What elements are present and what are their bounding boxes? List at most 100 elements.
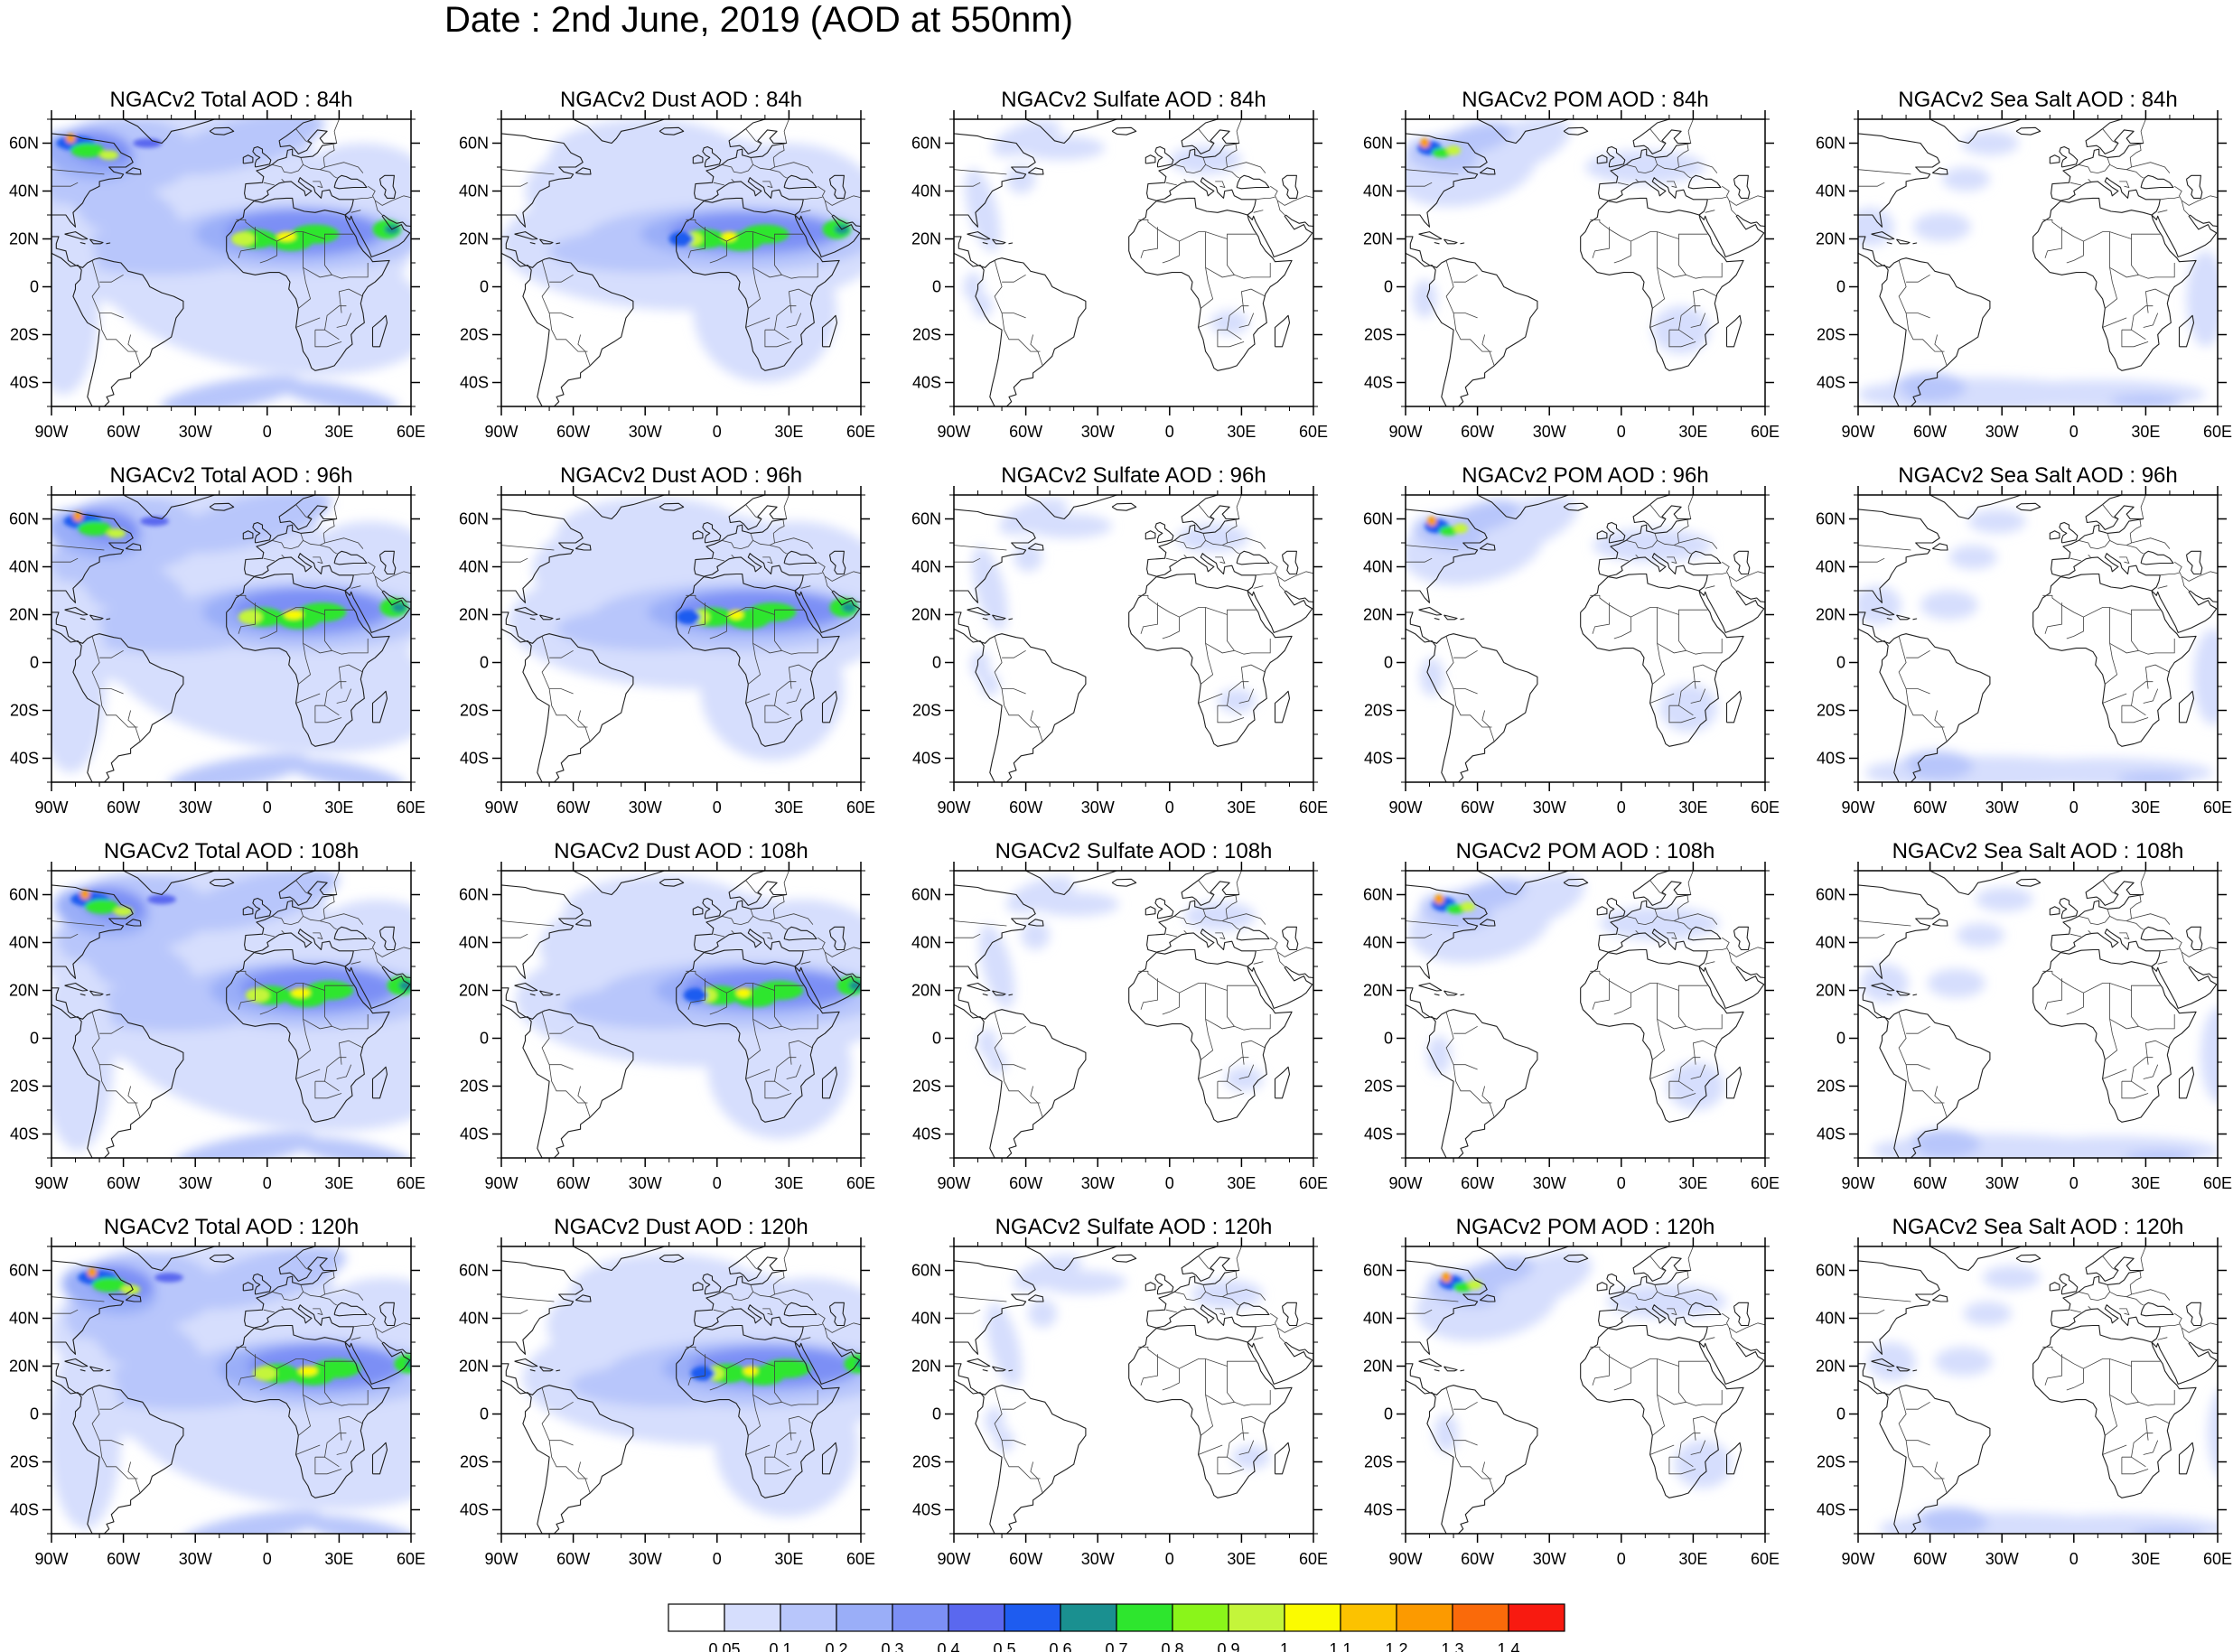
coastline	[1737, 214, 1765, 228]
country-border	[2131, 238, 2139, 275]
lon-tick-label: 90W	[484, 1550, 518, 1568]
coastline	[1929, 119, 2022, 145]
country-border	[1205, 231, 1252, 279]
lon-tick-label: 60E	[2203, 423, 2232, 441]
coastline	[692, 154, 704, 164]
country-border	[954, 545, 1007, 551]
aod-hotspot	[238, 610, 263, 625]
country-border	[1649, 693, 1675, 704]
coastline	[106, 242, 111, 245]
panel-title: NGACv2 POM AOD : 108h	[1456, 839, 1715, 863]
aod-plume	[1976, 887, 2033, 912]
country-border	[127, 1461, 141, 1494]
coastline	[1687, 1302, 1722, 1317]
coastline	[1460, 618, 1465, 621]
lon-tick-label: 60E	[397, 1174, 425, 1192]
coastline	[1886, 993, 1892, 996]
coastline	[2060, 1304, 2161, 1343]
coastline	[1725, 690, 1742, 723]
country-border	[1256, 196, 1275, 201]
aod-hotspot	[1453, 523, 1468, 534]
coastline	[556, 242, 561, 245]
country-border	[748, 267, 761, 309]
country-border	[772, 143, 785, 158]
coastline	[1247, 214, 1313, 257]
coastline	[783, 550, 818, 565]
aod-field	[1406, 495, 1765, 782]
coastline	[954, 1003, 1003, 1158]
coastline	[573, 871, 665, 896]
lat-tick-label: 20S	[10, 1078, 39, 1096]
coastline	[539, 990, 554, 996]
coastline	[794, 214, 861, 257]
country-border	[752, 1358, 799, 1406]
country-border	[1453, 1025, 1478, 1034]
coastline	[1477, 495, 1569, 520]
aod-hotspot	[743, 1366, 758, 1377]
coastline	[1406, 1003, 1454, 1158]
lon-tick-label: 30E	[774, 1550, 803, 1568]
lon-tick-label: 30W	[1533, 423, 1566, 441]
lat-tick-label: 40N	[9, 558, 39, 576]
coastline	[821, 690, 838, 723]
country-border	[954, 920, 1007, 927]
country-border	[713, 182, 724, 186]
lat-tick-label: 0	[1384, 1405, 1393, 1423]
lat-tick-label: 40N	[1816, 934, 1845, 952]
country-border	[2042, 1346, 2161, 1369]
aod-plume	[1599, 906, 1720, 940]
country-border	[99, 1401, 124, 1410]
country-border	[799, 1014, 818, 1030]
coastline	[2185, 1302, 2203, 1327]
lon-tick-label: 60W	[1461, 423, 1494, 441]
country-border	[2155, 263, 2175, 278]
country-border	[1481, 1086, 1495, 1118]
country-border	[745, 880, 761, 895]
country-border	[2102, 504, 2117, 519]
country-border	[1906, 1440, 1930, 1446]
aod-plume	[963, 272, 983, 302]
aod-field	[51, 495, 411, 782]
country-border	[774, 1366, 782, 1403]
coastline	[1285, 590, 1313, 603]
coastline	[1596, 530, 1608, 540]
map-panel: NGACv2 Dust AOD : 120h 90W 60W 30W 0 30E 60E 60…	[459, 1215, 875, 1568]
aod-field	[1406, 871, 1765, 1158]
country-border	[259, 617, 277, 639]
country-border	[1453, 274, 1478, 283]
country-border	[295, 128, 311, 144]
country-border	[1690, 688, 1706, 704]
country-border	[774, 1080, 789, 1092]
map-panel: NGACv2 Sulfate AOD : 96h 90W 60W 30W 0 30E 60E…	[911, 463, 1328, 817]
country-border	[350, 1337, 361, 1340]
aod-plume	[1961, 131, 2019, 155]
coastline	[344, 966, 411, 1009]
coastline	[501, 1003, 550, 1158]
country-border	[1687, 1246, 1694, 1271]
lat-tick-label: 0	[480, 654, 489, 672]
aod-hotspot	[736, 987, 751, 998]
country-border	[1002, 1401, 1026, 1410]
aod-plume	[1231, 1444, 1271, 1470]
country-border	[954, 182, 981, 187]
lat-tick-label: 40N	[911, 1310, 941, 1328]
country-border	[1617, 182, 1629, 186]
country-border	[349, 1390, 369, 1405]
coastline	[2060, 553, 2161, 592]
coastline	[501, 252, 550, 406]
country-border	[238, 227, 256, 258]
aod-plume	[1858, 585, 1901, 625]
country-border	[324, 1289, 364, 1301]
country-border	[295, 880, 311, 895]
country-border	[764, 705, 792, 723]
coastline	[1886, 617, 1892, 621]
country-border	[2131, 1366, 2139, 1403]
coastline	[1563, 126, 1589, 135]
coastline	[501, 1260, 584, 1355]
coastline	[702, 1273, 722, 1295]
lat-tick-label: 40N	[1363, 1310, 1393, 1328]
coastline	[556, 994, 561, 996]
aod-hotspot	[231, 231, 256, 247]
country-border	[1238, 688, 1255, 704]
aod-plume	[979, 924, 1015, 1009]
